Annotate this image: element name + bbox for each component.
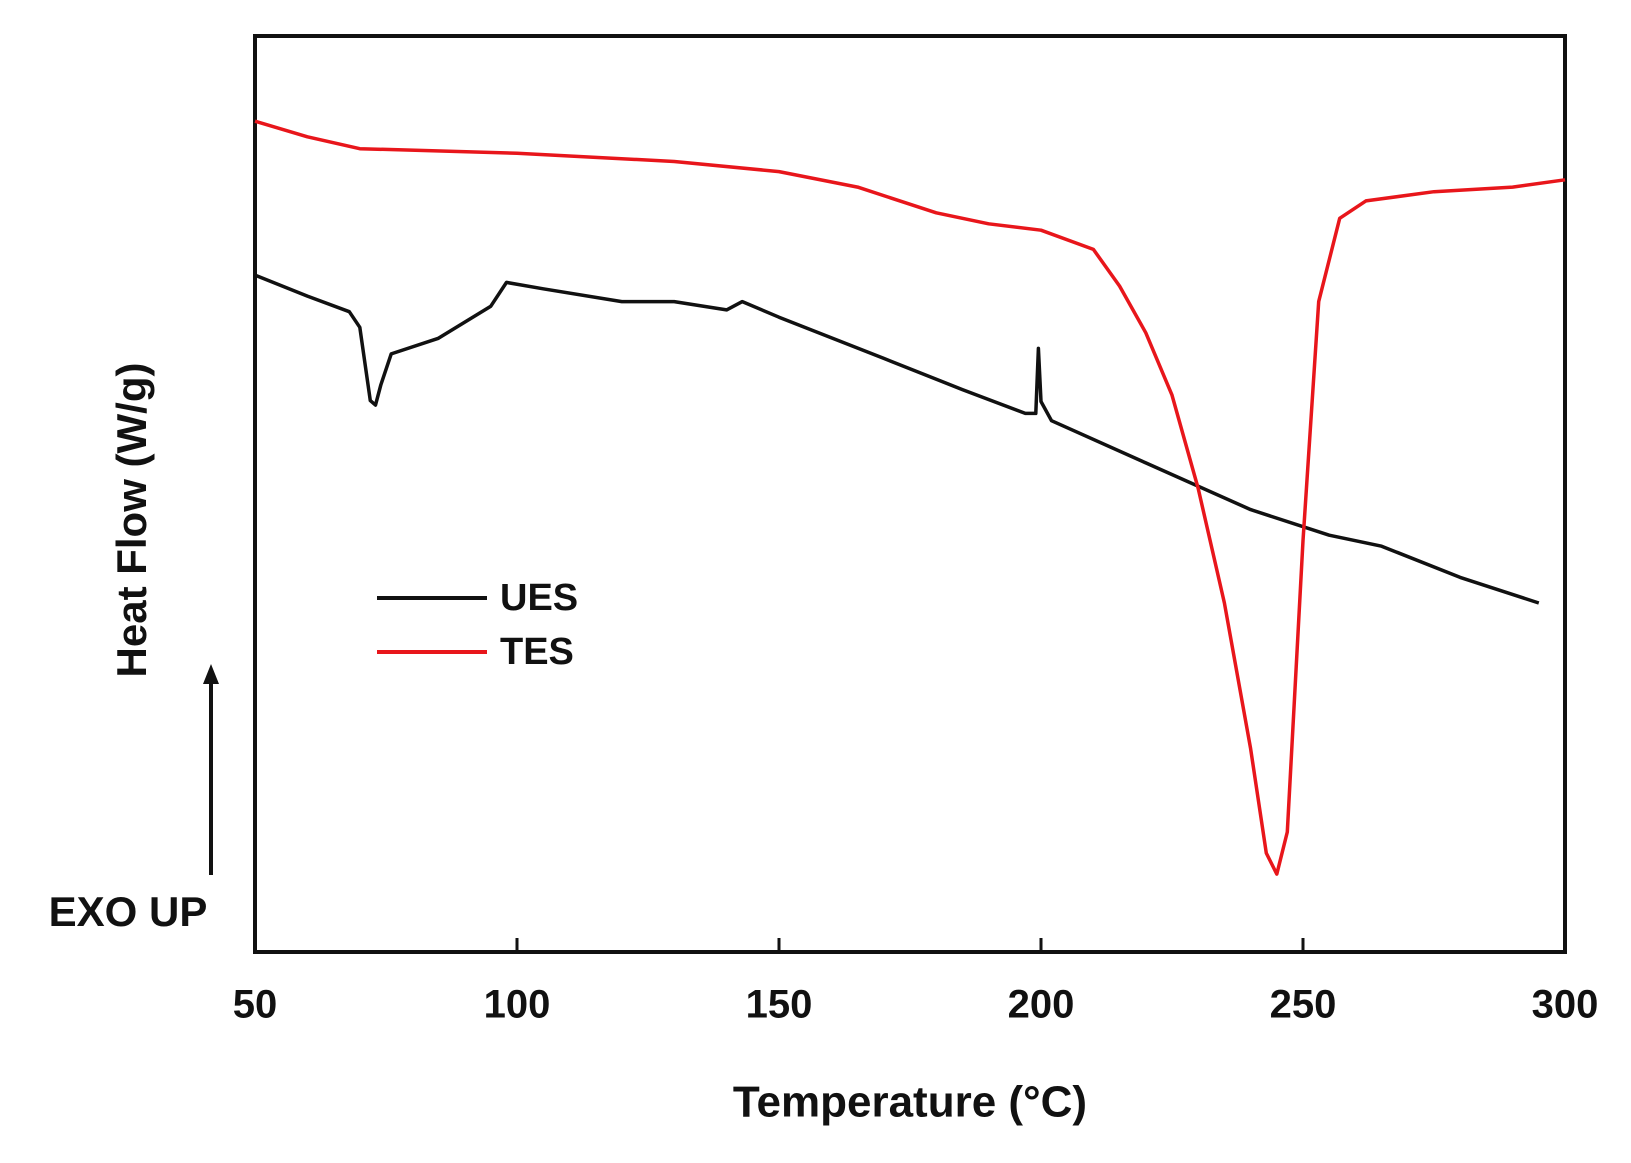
x-tick-label: 250 [1270, 983, 1337, 1027]
x-tick-label: 50 [233, 983, 278, 1027]
legend-label: TES [500, 631, 574, 673]
x-tick-label: 150 [746, 983, 813, 1027]
x-axis-label: Temperature (°C) [733, 1078, 1087, 1127]
exo-annotation: EXO UP [49, 888, 208, 935]
data-line [254, 273, 1540, 605]
legend-label: UES [500, 577, 578, 619]
x-tick-label: 100 [484, 983, 551, 1027]
y-axis-label: Heat Flow (W/g) [108, 363, 155, 678]
data-line [254, 119, 1566, 876]
exo-arrowhead [203, 664, 219, 684]
x-tick-label: 200 [1008, 983, 1075, 1027]
x-tick-label: 300 [1532, 983, 1599, 1027]
plot-frame [253, 34, 1567, 954]
